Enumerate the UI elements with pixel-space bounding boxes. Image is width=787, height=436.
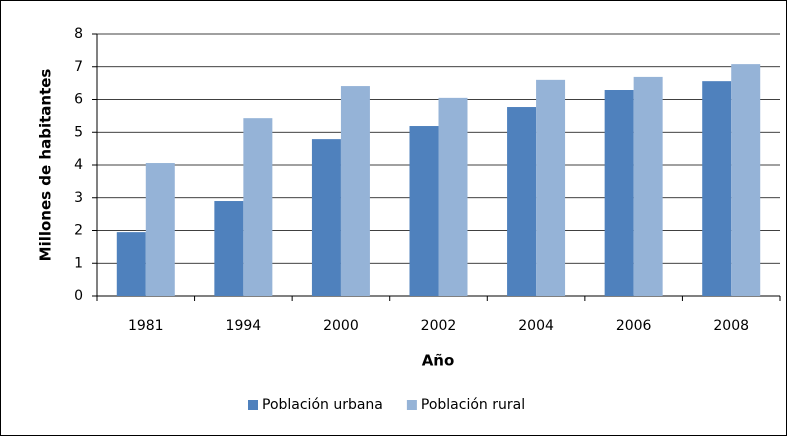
bar (702, 81, 732, 296)
y-axis-title: Millones de habitantes (37, 69, 55, 262)
bar (409, 126, 439, 296)
y-tick-label: 7 (74, 59, 83, 75)
x-axis-title: Año (422, 352, 455, 370)
y-tick-label: 6 (74, 92, 83, 108)
bar (243, 118, 273, 296)
x-tick-label: 2002 (421, 318, 457, 334)
y-tick-label: 5 (74, 124, 83, 140)
legend-label: Población rural (421, 397, 525, 413)
legend-swatch (406, 400, 417, 410)
x-tick-label: 1994 (226, 318, 262, 334)
bar (731, 64, 761, 296)
bar (311, 139, 341, 296)
y-tick-label: 0 (74, 288, 83, 304)
x-tick-label: 2008 (713, 318, 749, 334)
bar (633, 76, 663, 296)
bar (604, 90, 634, 296)
bar (145, 163, 175, 296)
y-tick-label: 8 (74, 26, 83, 42)
bar (214, 201, 244, 296)
y-tick-label: 1 (74, 255, 83, 271)
bar (340, 86, 370, 296)
y-tick-label: 2 (74, 223, 83, 239)
bar (116, 232, 146, 296)
legend-label: Población urbana (262, 397, 383, 413)
y-tick-label: 4 (74, 157, 83, 173)
x-tick-label: 2000 (323, 318, 359, 334)
legend-swatch (248, 400, 258, 410)
y-tick-label: 3 (74, 190, 83, 206)
x-tick-label: 2006 (616, 318, 652, 334)
x-tick-label: 1981 (128, 318, 164, 334)
bar (507, 107, 537, 296)
x-tick-label: 2004 (518, 318, 554, 334)
bar (536, 79, 566, 296)
bar (438, 97, 468, 296)
